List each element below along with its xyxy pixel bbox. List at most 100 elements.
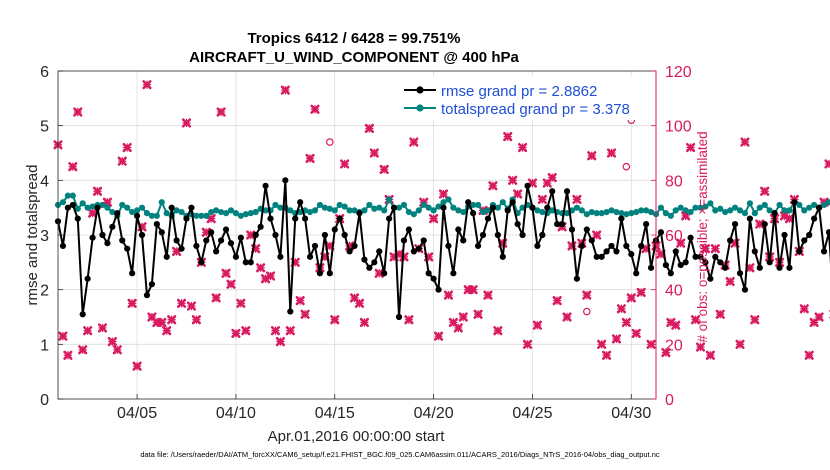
obs-possible-marker: [583, 307, 591, 316]
totalspread-point: [311, 207, 319, 214]
totalspread-point: [801, 207, 808, 214]
obs-assimilated-marker: [572, 194, 582, 205]
rmse-point: [628, 251, 635, 258]
rmse-point: [470, 210, 477, 217]
obs-assimilated-marker: [221, 268, 231, 278]
rmse-point: [786, 264, 793, 271]
totalspread-point: [583, 211, 590, 218]
totalspread-point: [781, 207, 788, 214]
obs-assimilated-marker: [671, 320, 681, 330]
obs-assimilated-marker: [216, 107, 226, 117]
totalspread-point: [494, 204, 501, 211]
obs-assimilated-marker: [369, 148, 379, 158]
rmse-point: [618, 215, 625, 222]
obs-assimilated-marker: [458, 312, 468, 322]
rmse-point: [751, 248, 758, 255]
rmse-point: [638, 242, 645, 250]
obs-assimilated-marker: [102, 197, 113, 207]
totalspread-point: [746, 200, 754, 207]
rmse-point: [386, 215, 393, 222]
rmse-point: [731, 220, 739, 228]
obs-assimilated-marker: [364, 123, 374, 133]
totalspread-point: [173, 207, 180, 214]
rmse-point: [351, 242, 358, 250]
rmse-point: [677, 261, 684, 269]
rmse-point: [633, 270, 640, 277]
totalspread-point: [484, 207, 492, 214]
totalspread-point: [119, 201, 126, 209]
rmse-point: [806, 231, 813, 239]
obs-assimilated-marker: [226, 279, 236, 289]
obs-assimilated-marker: [513, 189, 523, 199]
totalspread-point: [247, 210, 254, 217]
obs-assimilated-marker: [73, 107, 83, 117]
rmse-point: [549, 188, 556, 195]
rmse-point: [114, 210, 121, 217]
obs-assimilated-marker: [330, 315, 340, 325]
obs-assimilated-marker: [97, 323, 108, 333]
obs-assimilated-marker: [735, 339, 745, 349]
rmse-point: [415, 245, 422, 252]
totalspread-point: [193, 212, 200, 219]
rmse-point: [534, 242, 541, 250]
totalspread-point: [825, 199, 830, 206]
rmse-point: [282, 177, 289, 184]
rmse-point: [445, 242, 452, 250]
rmse-point: [74, 215, 81, 222]
rmse-point: [544, 204, 551, 211]
totalspread-point: [603, 208, 610, 216]
legend-spread-marker: [416, 104, 424, 112]
totalspread-point: [376, 204, 383, 211]
totalspread-point: [643, 207, 650, 214]
rmse-point: [203, 237, 210, 244]
totalspread-point: [820, 201, 828, 209]
obs-assimilated-marker: [547, 173, 557, 183]
totalspread-point: [79, 200, 86, 207]
totalspread-point: [158, 199, 165, 206]
rmse-point: [519, 231, 526, 239]
totalspread-point: [425, 204, 432, 211]
chart-title: Tropics 6412 / 6428 = 99.751%: [247, 30, 460, 47]
totalspread-point: [237, 212, 244, 219]
rmse-point: [558, 220, 566, 228]
totalspread-point: [153, 212, 160, 219]
rmse-point: [237, 234, 244, 241]
obs-assimilated-marker: [63, 350, 73, 360]
obs-assimilated-marker: [473, 309, 483, 319]
rmse-point: [183, 215, 190, 222]
legend-spread-label: totalspread grand pr = 3.378: [441, 101, 630, 118]
totalspread-point: [331, 207, 338, 214]
y-axis-label-right: # of obs: o=possible; ×=assimilated: [695, 131, 710, 342]
legend-rmse-label: rmse grand pr = 2.8862: [441, 83, 597, 100]
rmse-point: [366, 264, 373, 271]
totalspread-point: [133, 207, 141, 214]
obs-assimilated-marker: [468, 285, 478, 295]
obs-assimilated-marker: [715, 309, 725, 319]
rmse-point: [455, 226, 462, 233]
obs-assimilated-marker: [601, 350, 612, 360]
rmse-point: [529, 204, 536, 211]
totalspread-point: [450, 204, 457, 211]
obs-assimilated-marker: [676, 238, 686, 248]
rmse-point: [69, 201, 76, 209]
totalspread-point: [499, 199, 506, 206]
rmse-point: [509, 199, 516, 206]
rmse-point: [89, 234, 96, 241]
totalspread-point: [608, 207, 615, 214]
obs-assimilated-marker: [626, 293, 636, 303]
rmse-point: [153, 220, 160, 228]
totalspread-point: [776, 201, 783, 209]
totalspread-point: [148, 212, 156, 219]
totalspread-point: [588, 208, 595, 216]
totalspread-point: [252, 208, 259, 216]
obs-assimilated-marker: [87, 208, 98, 218]
chart-subtitle: AIRCRAFT_U_WIND_COMPONENT @ 400 hPa: [189, 49, 519, 66]
rmse-point: [302, 215, 309, 222]
rmse-point: [539, 231, 546, 239]
rmse-point: [247, 259, 254, 266]
rmse-point: [761, 220, 768, 228]
obs-assimilated-marker: [265, 271, 276, 281]
obs-assimilated-marker: [685, 142, 696, 153]
rmse-point: [297, 199, 304, 206]
obs-assimilated-marker: [211, 293, 221, 303]
